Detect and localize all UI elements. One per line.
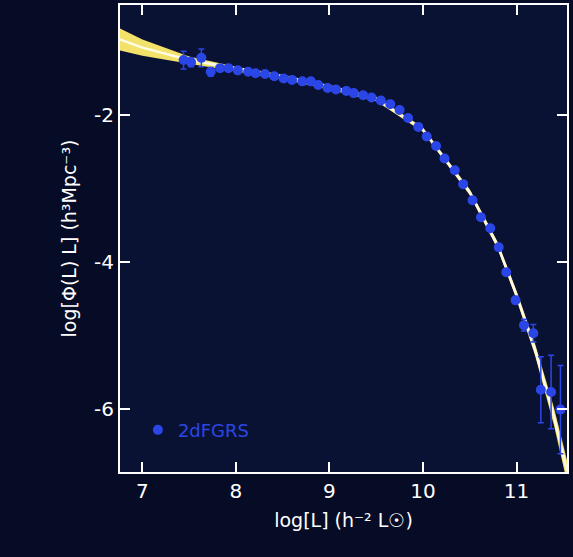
svg-text:7: 7 bbox=[136, 479, 149, 503]
svg-text:11: 11 bbox=[504, 479, 529, 503]
svg-text:9: 9 bbox=[323, 479, 336, 503]
svg-text:10: 10 bbox=[410, 479, 435, 503]
svg-text:8: 8 bbox=[230, 479, 243, 503]
svg-text:log[Φ(L) L] (h³Mpc⁻³): log[Φ(L) L] (h³Mpc⁻³) bbox=[58, 140, 80, 338]
svg-text:2dFGRS: 2dFGRS bbox=[178, 420, 249, 441]
svg-text:-2: -2 bbox=[94, 103, 114, 127]
svg-text:log[L] (h⁻² L☉): log[L] (h⁻² L☉) bbox=[274, 509, 413, 531]
svg-text:-4: -4 bbox=[94, 250, 114, 274]
svg-text:-6: -6 bbox=[94, 397, 114, 421]
